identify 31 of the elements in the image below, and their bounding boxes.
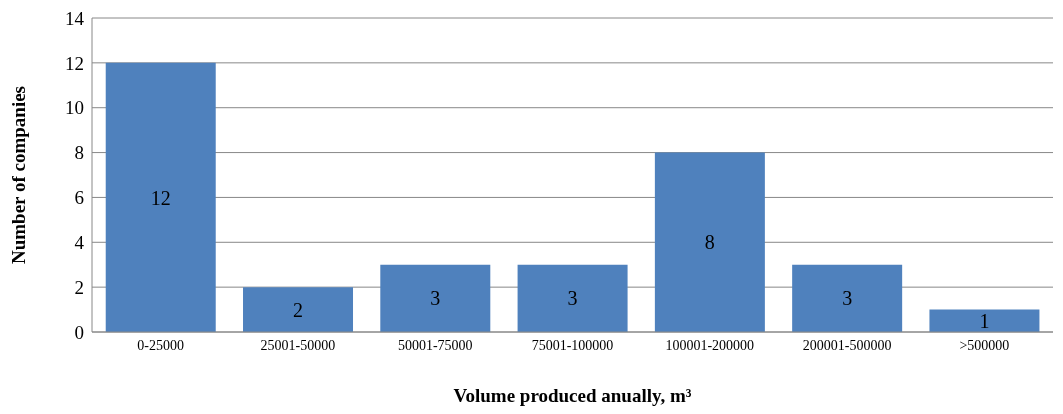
- y-tick-label: 2: [74, 276, 84, 298]
- y-tick-label: 8: [74, 142, 84, 164]
- x-tick-label: 75001-100000: [531, 337, 614, 353]
- y-tick-label: 0: [74, 321, 84, 343]
- data-label: 8: [704, 231, 715, 254]
- bar: [654, 152, 765, 332]
- x-tick-label: 0-25000: [137, 337, 184, 353]
- bar: [517, 264, 628, 332]
- x-tick-label: >500000: [959, 337, 1010, 353]
- y-tick-label: 12: [65, 52, 84, 74]
- bar: [243, 287, 354, 332]
- x-tick-label: 100001-200000: [665, 337, 755, 353]
- bar: [792, 264, 903, 332]
- data-label: 12: [150, 186, 171, 209]
- y-tick-label: 4: [74, 232, 85, 254]
- y-tick-label: 14: [65, 7, 85, 29]
- y-tick-label: 6: [74, 187, 84, 209]
- bar: [105, 62, 216, 332]
- x-tick-label: 200001-500000: [802, 337, 892, 353]
- y-axis-title: Number of companies: [7, 85, 29, 265]
- data-label: 1: [979, 309, 990, 332]
- data-label: 3: [430, 287, 441, 310]
- data-label: 2: [293, 298, 304, 321]
- data-label: 3: [842, 287, 853, 310]
- y-tick-label: 10: [65, 97, 84, 119]
- data-label: 3: [567, 287, 578, 310]
- bar: [380, 264, 491, 332]
- x-axis-title: Volume produced anually, m³: [453, 385, 692, 406]
- bar: [929, 309, 1040, 332]
- x-tick-label: 25001-50000: [260, 337, 336, 353]
- x-tick-label: 50001-75000: [397, 337, 473, 353]
